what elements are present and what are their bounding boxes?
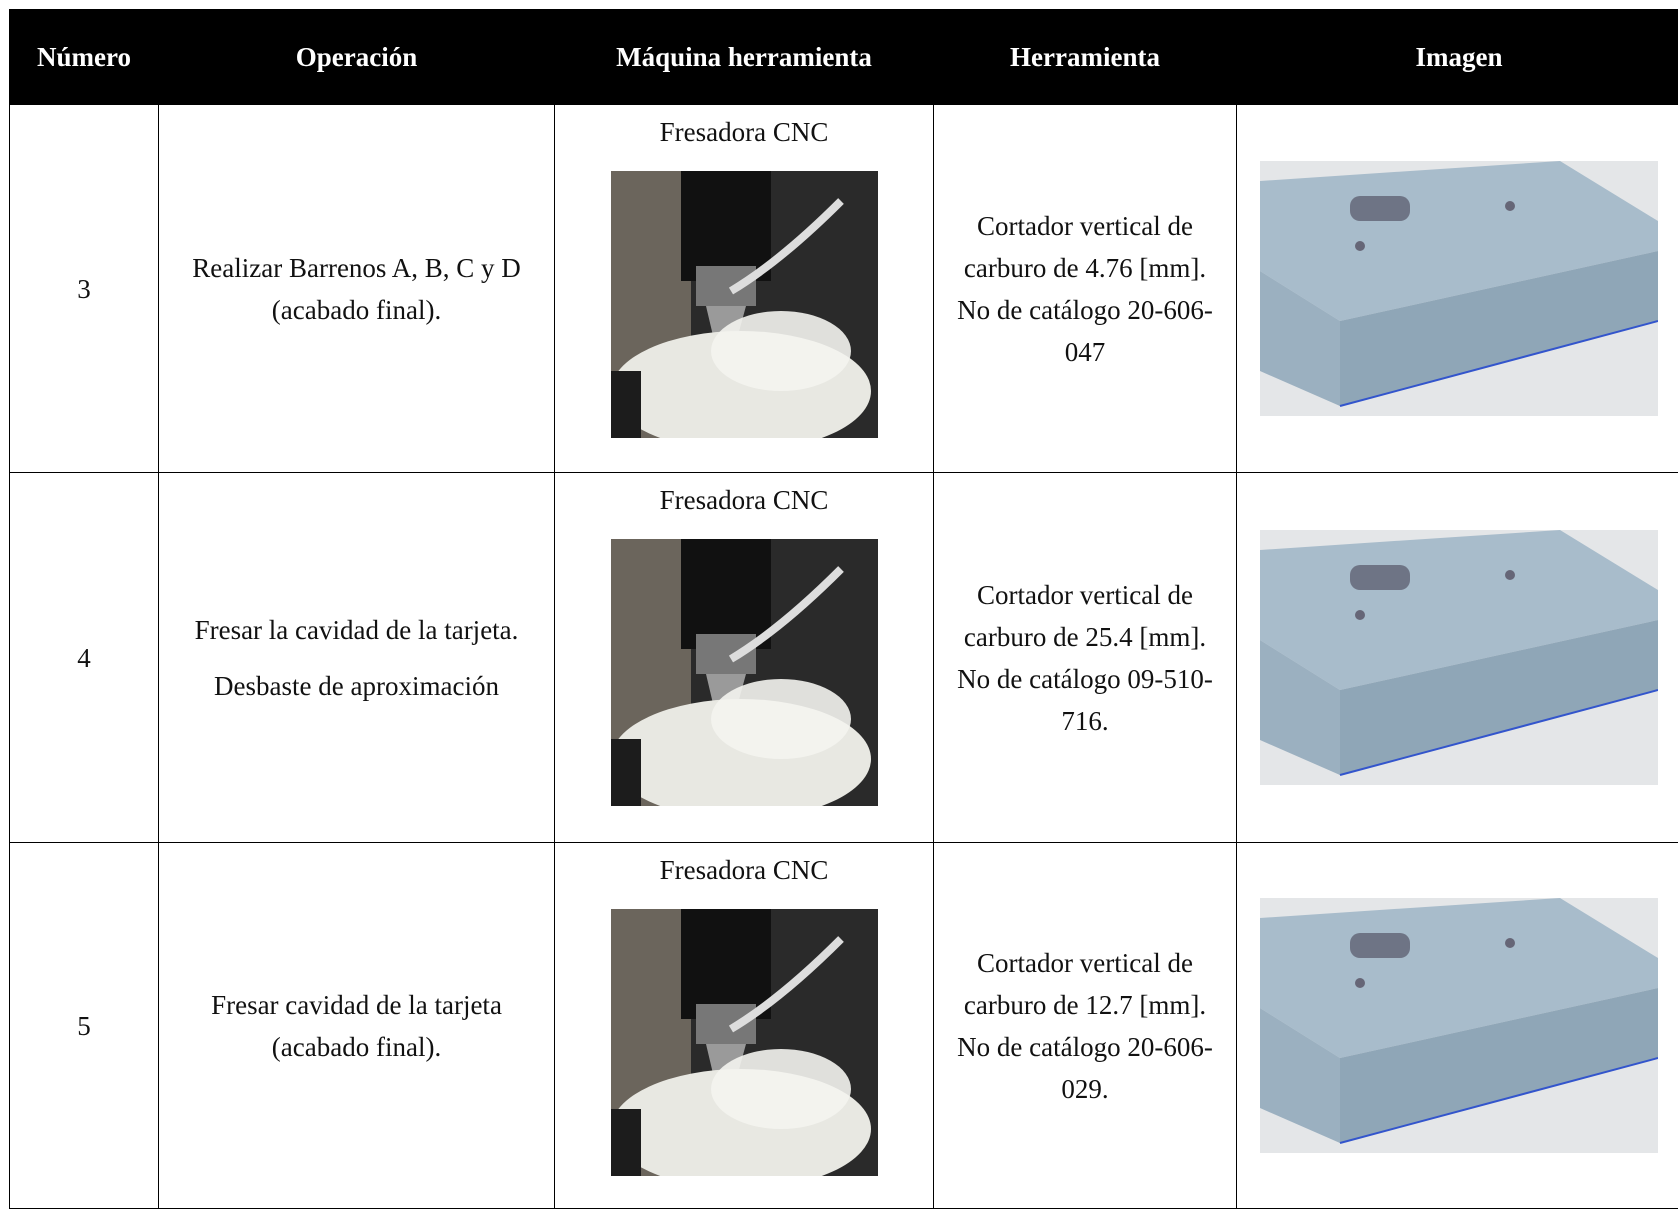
- step-number: 4: [10, 473, 159, 843]
- operation-cell: Fresar cavidad de la tarjeta (acabado fi…: [159, 843, 555, 1209]
- table-row: 4 Fresar la cavidad de la tarjeta. Desbast…: [10, 473, 1678, 843]
- column-header: Número: [10, 10, 159, 105]
- tool-text: Cortador vertical de carburo de 12.7 [mm…: [934, 843, 1237, 1209]
- operation-cell: Fresar la cavidad de la tarjeta. Desbaste…: [159, 473, 555, 843]
- operation-cell: Realizar Barrenos A, B, C y D (acabado f…: [159, 105, 555, 473]
- tool-text: Cortador vertical de carburo de 4.76 [mm…: [934, 105, 1237, 473]
- operation-text: Desbaste de aproximación: [171, 665, 542, 707]
- machine-cell: Fresadora CNC: [555, 105, 934, 473]
- column-header: Máquina herramienta: [555, 10, 934, 105]
- step-number: 3: [10, 105, 159, 473]
- machine-cell: Fresadora CNC: [555, 473, 934, 843]
- image-cell: [1237, 105, 1678, 473]
- machine-name: Fresadora CNC: [567, 111, 921, 153]
- machine-photo: [611, 909, 878, 1176]
- step-number: 5: [10, 843, 159, 1209]
- machine-photo: [611, 539, 878, 806]
- column-header: Operación: [159, 10, 555, 105]
- column-header: Herramienta: [934, 10, 1237, 105]
- part-render: [1260, 161, 1658, 416]
- operation-text: Fresar la cavidad de la tarjeta.: [171, 609, 542, 651]
- image-cell: [1237, 843, 1678, 1209]
- machine-photo: [611, 171, 878, 438]
- machine-name: Fresadora CNC: [567, 849, 921, 891]
- machine-name: Fresadora CNC: [567, 479, 921, 521]
- image-cell: [1237, 473, 1678, 843]
- part-render: [1260, 530, 1658, 785]
- column-header: Imagen: [1237, 10, 1678, 105]
- part-render: [1260, 898, 1658, 1153]
- machine-cell: Fresadora CNC: [555, 843, 934, 1209]
- operation-text: Realizar Barrenos A, B, C y D (acabado f…: [171, 247, 542, 331]
- operation-text: Fresar cavidad de la tarjeta (acabado fi…: [171, 984, 542, 1068]
- tool-text: Cortador vertical de carburo de 25.4 [mm…: [934, 473, 1237, 843]
